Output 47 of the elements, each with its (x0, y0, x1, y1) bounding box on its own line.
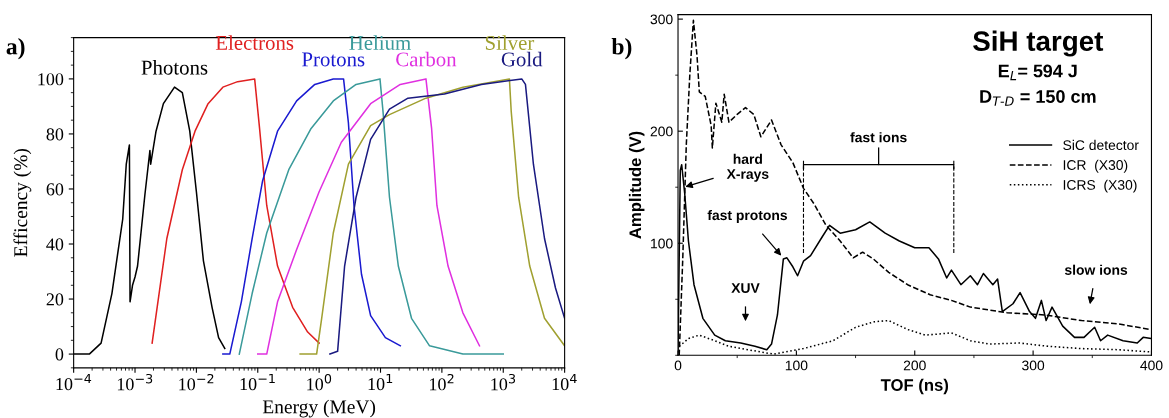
legend-label: ICRS (X30) (1063, 179, 1137, 193)
series-label: Silver (485, 35, 535, 50)
x-tick-label: 300 (1022, 360, 1045, 371)
text: b) (611, 37, 632, 60)
text: a) (6, 37, 25, 60)
x-axis-title: Energy (MeV) (262, 399, 376, 418)
x-tick-label: 0 (674, 360, 682, 371)
x-tick-label: 10$^{4}$ (552, 373, 577, 391)
y-tick-label: 0 (55, 348, 64, 361)
y-tick-label: 80 (46, 128, 64, 141)
series-label: Electrons (215, 35, 294, 50)
x-tick-label: 10$^{1}$ (368, 373, 393, 391)
series-label: Protons (302, 52, 365, 67)
y-tick-label: 60 (46, 183, 64, 196)
legend-label: ICR (X30) (1063, 159, 1128, 173)
annotation: XUV (731, 283, 760, 293)
annotation: E$_{L}$= 594 J (998, 64, 1077, 81)
x-tick-label: 400 (1140, 360, 1163, 371)
legend-label: SiC detector (1063, 139, 1139, 151)
series-label: Gold (501, 51, 543, 67)
x-tick-label: 100 (785, 360, 808, 371)
annotation: slow ions (1064, 264, 1128, 275)
x-tick-label: 10$^{3}$ (491, 373, 516, 391)
annotation: fast protons (707, 209, 788, 223)
x-tick-label: 10$^{0}$ (307, 373, 332, 391)
series-label: Carbon (396, 51, 457, 67)
y-tick-label: 20 (46, 293, 64, 306)
y-tick-label: 300 (650, 14, 673, 25)
annotation: SiH target (973, 30, 1104, 57)
y-axis-title: Amplitude (V) (628, 131, 645, 239)
x-tick-label: 10$^{−3}$ (117, 373, 153, 391)
x-tick-label: 10$^{−4}$ (56, 373, 92, 391)
series-label: Photons (141, 60, 208, 75)
y-tick-label: 200 (650, 126, 673, 137)
x-axis-title: TOF (ns) (880, 378, 949, 395)
y-axis-title: Efficency (%) (13, 148, 32, 257)
x-tick-label: 10$^{−1}$ (240, 373, 275, 391)
y-tick-label: 40 (46, 238, 64, 251)
y-tick-label: 100 (651, 238, 673, 249)
x-tick-label: 10$^{−2}$ (179, 373, 214, 391)
y-tick-label: 100 (38, 73, 64, 86)
annotation: hard X-rays (726, 153, 769, 182)
annotation: fast ions (850, 132, 907, 143)
annotation: D$_{T-D}$ = 150 cm (980, 90, 1096, 106)
series-label: Helium (349, 35, 411, 50)
x-tick-label: 10$^{2}$ (430, 373, 454, 391)
x-tick-label: 200 (903, 360, 926, 371)
